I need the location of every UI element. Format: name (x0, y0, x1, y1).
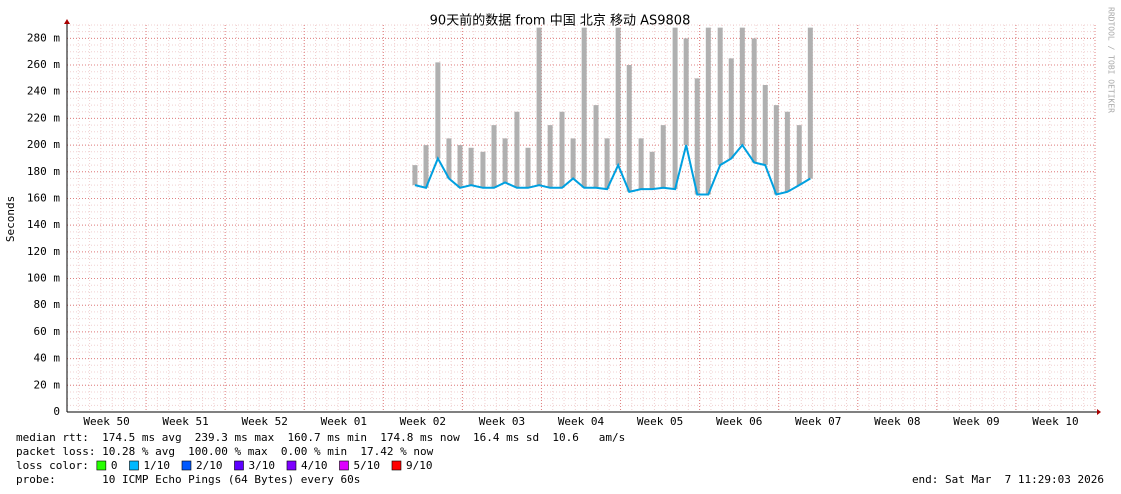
y-tick-label: 40 m (34, 352, 61, 365)
legend-swatch (181, 460, 192, 471)
legend-swatch (339, 460, 349, 471)
legend-swatch (96, 460, 107, 471)
x-tick-label: Week 06 (716, 415, 762, 428)
legend-label: 2/10 (196, 459, 223, 472)
legend-swatch (129, 460, 139, 471)
legend-swatch (234, 460, 244, 471)
legend-label: 5/10 (353, 459, 380, 472)
x-arrow (1097, 409, 1101, 415)
x-tick-label: Week 09 (953, 415, 999, 428)
y-tick-label: 160 m (27, 191, 60, 204)
legend-label: 1/10 (143, 459, 170, 472)
x-tick-label: Week 04 (558, 415, 605, 428)
x-tick-label: Week 51 (162, 415, 208, 428)
x-tick-label: Week 07 (795, 415, 841, 428)
y-tick-label: 140 m (27, 218, 60, 231)
x-tick-label: Week 01 (321, 415, 367, 428)
end-time: end: Sat Mar 7 11:29:03 2026 (912, 473, 1104, 486)
x-tick-label: Week 08 (874, 415, 920, 428)
y-tick-label: 220 m (27, 111, 60, 124)
y-tick-label: 80 m (34, 298, 61, 311)
y-tick-label: 60 m (34, 325, 61, 338)
median-line (414, 143, 811, 196)
y-axis-label: Seconds (4, 196, 17, 242)
y-tick-label: 120 m (27, 245, 60, 258)
x-tick-label: Week 50 (83, 415, 129, 428)
y-tick-label: 0 (53, 405, 60, 418)
x-tick-label: Week 02 (400, 415, 446, 428)
y-tick-label: 20 m (34, 378, 61, 391)
probe: probe: 10 ICMP Echo Pings (64 Bytes) eve… (16, 473, 360, 486)
loss-title: loss color: (16, 459, 89, 472)
legend-swatch (391, 460, 402, 471)
legend-label: 3/10 (248, 459, 275, 472)
stats-line: median rtt: 174.5 ms avg 239.3 ms max 16… (16, 431, 625, 444)
legend-label: 4/10 (301, 459, 328, 472)
x-tick-label: Week 10 (1032, 415, 1078, 428)
x-tick-label: Week 05 (637, 415, 683, 428)
y-tick-label: 260 m (27, 58, 60, 71)
legend-swatch (286, 460, 297, 471)
watermark: RRDTOOL / TOBI OETIKER (1107, 7, 1116, 113)
y-tick-label: 100 m (27, 272, 60, 285)
y-tick-label: 180 m (27, 165, 60, 178)
stats-line: packet loss: 10.28 % avg 100.00 % max 0.… (16, 445, 434, 458)
x-tick-label: Week 03 (479, 415, 525, 428)
y-tick-label: 240 m (27, 85, 60, 98)
y-tick-label: 200 m (27, 138, 60, 151)
legend-label: 0 (111, 459, 118, 472)
x-tick-label: Week 52 (242, 415, 288, 428)
y-tick-label: 280 m (27, 31, 60, 44)
chart-title: 90天前的数据 from 中国 北京 移动 AS9808 (430, 13, 691, 29)
y-arrow (64, 19, 70, 24)
legend-label: 9/10 (406, 459, 433, 472)
